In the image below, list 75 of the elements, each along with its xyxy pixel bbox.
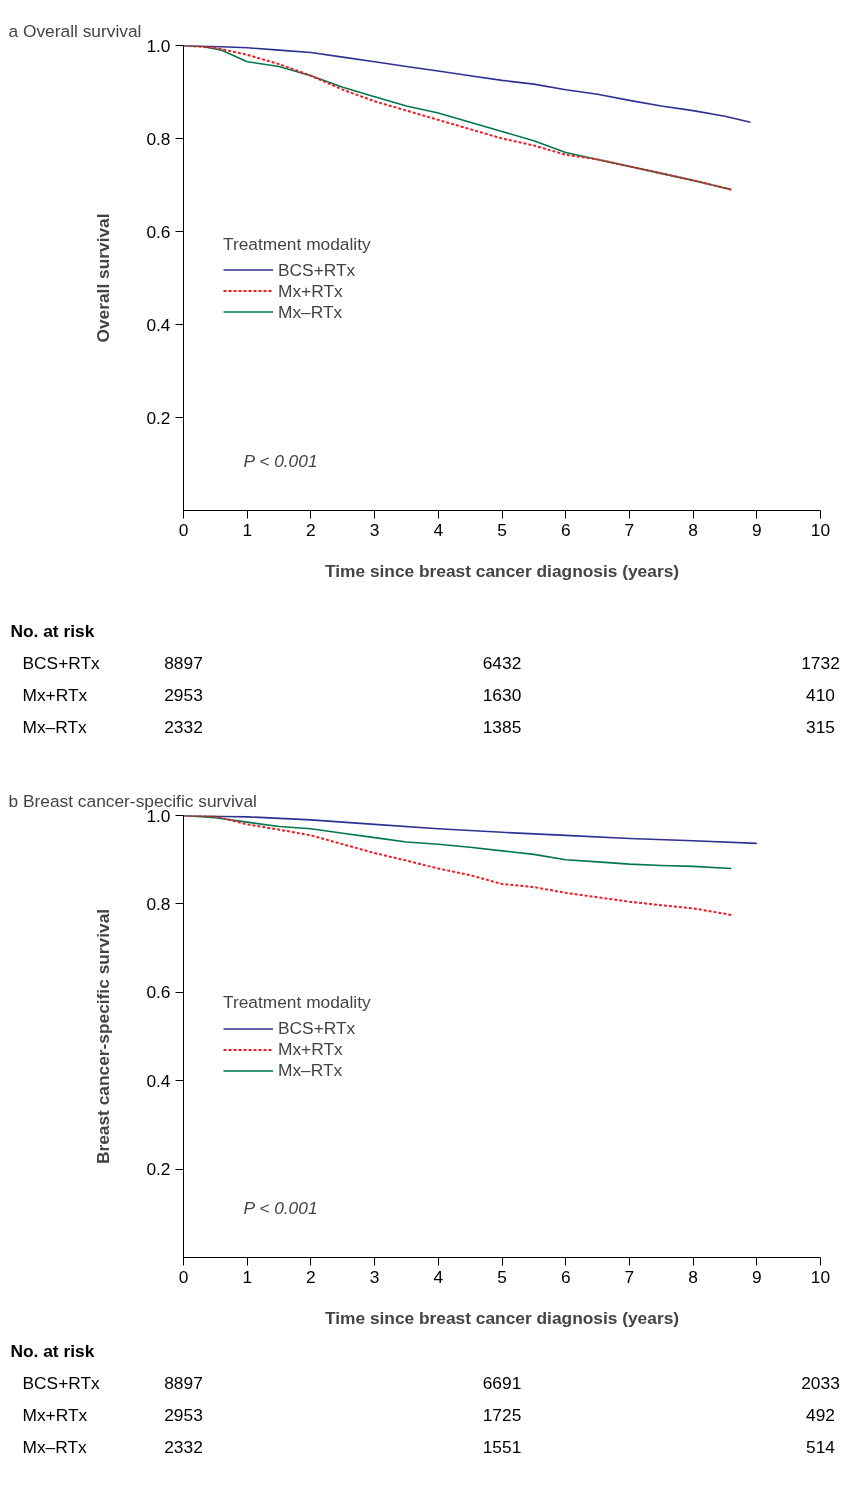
text: 8897 (164, 652, 203, 673)
text: Mx+RTx (22, 684, 88, 705)
line-series (183, 815, 733, 916)
text: Mx+RTx (22, 1404, 88, 1425)
x-tick-label: 9 (751, 519, 762, 540)
text: 2332 (164, 1436, 203, 1457)
x-tick-label: 10 (810, 1266, 831, 1287)
x-tick-label: 7 (624, 519, 635, 540)
x-axis-title: Time since breast cancer diagnosis (years) (324, 560, 680, 581)
x-tick-label: 10 (810, 519, 831, 540)
text: 1732 (801, 652, 840, 673)
text: 2953 (164, 684, 203, 705)
y-tick-label: 0.6 (146, 982, 171, 1003)
text: 315 (806, 716, 835, 737)
x-tick-label: 7 (624, 1266, 635, 1287)
x-tick-label: 3 (369, 519, 380, 540)
x-tick-label: 2 (306, 519, 316, 540)
chart-title: a Overall survival (8, 20, 142, 41)
y-tick-label: 1.0 (146, 35, 171, 56)
text: 410 (806, 684, 835, 705)
x-tick-label: 5 (497, 519, 507, 540)
text: 1551 (482, 1436, 522, 1457)
legend-title: Treatment modality (223, 233, 371, 254)
text: 2332 (164, 716, 203, 737)
legend-label: BCS+RTx (278, 1017, 356, 1039)
line-series (183, 45, 733, 191)
x-axis-title: Time since breast cancer diagnosis (years) (324, 1307, 680, 1328)
x-tick-label: 6 (560, 1266, 571, 1287)
x-tick-label: 1 (242, 519, 253, 540)
legend-label: Mx–RTx (278, 301, 343, 322)
y-tick-label: 0.2 (146, 1159, 171, 1180)
text: BCS+RTx (22, 1372, 101, 1393)
legend-label: Mx–RTx (278, 1059, 343, 1081)
legend-label: Mx+RTx (278, 280, 343, 301)
x-tick-label: 4 (433, 1266, 444, 1287)
text: 1385 (482, 716, 522, 737)
y-tick-label: 0.8 (146, 893, 171, 914)
text: BCS+RTx (22, 652, 101, 673)
legend-title: Treatment modality (223, 991, 371, 1013)
y-axis-title: Overall survival (93, 213, 114, 343)
text: 514 (806, 1436, 836, 1457)
text: No. at risk (10, 1340, 95, 1361)
y-tick-label: 0.4 (146, 314, 171, 335)
x-tick-label: 1 (242, 1266, 253, 1287)
x-tick-label: 8 (688, 1266, 698, 1287)
x-tick-label: 4 (433, 519, 444, 540)
x-tick-label: 0 (178, 519, 189, 540)
y-tick-label: 0.4 (146, 1070, 171, 1091)
text: 8897 (164, 1372, 203, 1393)
y-tick-label: 0.6 (146, 221, 171, 242)
line-series (183, 815, 733, 870)
text: 492 (806, 1404, 835, 1425)
text: 2953 (164, 1404, 203, 1425)
annotation: P < 0.001 (243, 1197, 318, 1218)
legend-label: BCS+RTx (278, 259, 356, 280)
text: 2033 (801, 1372, 840, 1393)
x-tick-label: 6 (560, 519, 571, 540)
x-tick-label: 3 (369, 1266, 380, 1287)
x-tick-label: 0 (178, 1266, 189, 1287)
y-axis-title: Breast cancer-specific survival (93, 908, 114, 1165)
text: 6691 (482, 1372, 522, 1393)
text: Mx–RTx (22, 716, 88, 737)
text: 1725 (482, 1404, 522, 1425)
text: 1630 (482, 684, 522, 705)
text: Mx–RTx (22, 1436, 88, 1457)
x-tick-label: 5 (497, 1266, 507, 1287)
annotation: P < 0.001 (243, 450, 318, 471)
x-tick-label: 2 (306, 1266, 316, 1287)
text: 6432 (482, 652, 522, 673)
text: No. at risk (10, 620, 95, 641)
x-tick-label: 9 (751, 1266, 762, 1287)
x-tick-label: 8 (688, 519, 698, 540)
y-tick-label: 0.2 (146, 407, 171, 428)
legend-label: Mx+RTx (278, 1038, 343, 1060)
y-tick-label: 0.8 (146, 128, 171, 149)
